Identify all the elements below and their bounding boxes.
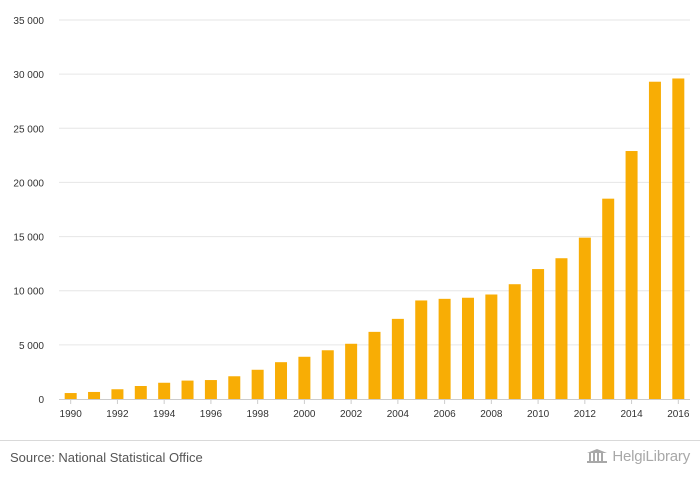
- bar-1993[interactable]: [134, 386, 147, 399]
- library-icon: [587, 448, 608, 463]
- source-note: Source: National Statistical Office: [10, 450, 203, 465]
- bar-2013[interactable]: [602, 198, 615, 399]
- bar-2002[interactable]: [345, 343, 358, 399]
- bar-1997[interactable]: [228, 376, 241, 399]
- x-tick-label: 1990: [60, 409, 83, 420]
- bar-1990[interactable]: [64, 393, 77, 399]
- bar-1992[interactable]: [111, 389, 124, 399]
- y-tick-label: 5 000: [19, 341, 44, 352]
- bar-2000[interactable]: [298, 356, 311, 399]
- bar-1995[interactable]: [181, 380, 194, 399]
- bar-2012[interactable]: [578, 237, 591, 399]
- bar-2010[interactable]: [532, 269, 545, 399]
- bar-2009[interactable]: [508, 284, 521, 399]
- y-tick-label: 0: [38, 395, 44, 406]
- x-tick-label: 2012: [574, 409, 597, 420]
- y-axis-tick-labels: 0 5 000 10 000 15 000 20 000 25 000 30 000 35 0…: [13, 16, 44, 406]
- x-tick-label: 1994: [153, 409, 176, 420]
- bar-2008[interactable]: [485, 294, 498, 399]
- bars: [64, 78, 685, 400]
- helgi-library-logo[interactable]: HelgiLibrary: [586, 448, 690, 465]
- bar-2007[interactable]: [461, 297, 474, 399]
- bar-2015[interactable]: [648, 81, 661, 400]
- x-tick-label: 1998: [247, 409, 270, 420]
- y-tick-label: 25 000: [13, 124, 44, 135]
- y-tick-label: 35 000: [13, 16, 44, 27]
- bar-2006[interactable]: [438, 298, 451, 399]
- x-tick-label: 2000: [293, 409, 316, 420]
- y-tick-label: 30 000: [13, 70, 44, 81]
- bar-2014[interactable]: [625, 151, 638, 399]
- bar-chart: 0 5 000 10 000 15 000 20 000 25 000 30 000 35 0…: [13, 16, 690, 420]
- y-tick-label: 15 000: [13, 233, 44, 244]
- x-tick-label: 2008: [480, 409, 503, 420]
- x-tick-label: 2002: [340, 409, 363, 420]
- x-tick-label: 2014: [620, 409, 643, 420]
- footer-divider: [0, 440, 700, 441]
- bar-1998[interactable]: [251, 369, 264, 399]
- x-tick-label: 2006: [433, 409, 456, 420]
- x-tick-label: 2010: [527, 409, 550, 420]
- x-tick-label: 1996: [200, 409, 223, 420]
- x-axis-tick-labels: 1990 1992 1994 1996 1998 2000 2002 2004 2006 2008…: [60, 399, 690, 420]
- bar-2001[interactable]: [321, 350, 334, 399]
- bar-2003[interactable]: [368, 331, 381, 399]
- bar-1999[interactable]: [275, 362, 288, 399]
- bar-2005[interactable]: [415, 300, 428, 399]
- y-tick-label: 20 000: [13, 178, 44, 189]
- x-tick-label: 2016: [667, 409, 690, 420]
- bar-2004[interactable]: [391, 318, 404, 399]
- bar-2016[interactable]: [672, 78, 685, 399]
- x-tick-label: 2004: [387, 409, 410, 420]
- bar-1994[interactable]: [158, 382, 171, 399]
- gridlines: [59, 19, 690, 346]
- logo-text: HelgiLibrary: [612, 448, 690, 465]
- bar-1991[interactable]: [88, 391, 101, 399]
- x-tick-label: 1992: [106, 409, 129, 420]
- bar-2011[interactable]: [555, 258, 568, 399]
- y-tick-label: 10 000: [13, 287, 44, 298]
- bar-1996[interactable]: [204, 380, 217, 399]
